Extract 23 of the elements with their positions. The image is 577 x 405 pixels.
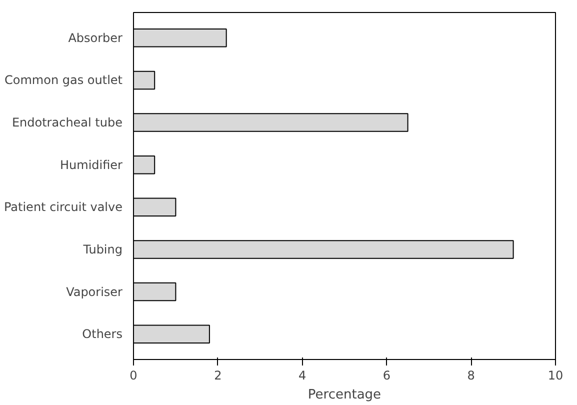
y-tick-label: Common gas outlet (4, 73, 123, 88)
x-tick-label: 4 (298, 368, 306, 382)
x-tick-label: 0 (130, 368, 138, 382)
y-tick-label: Tubing (82, 242, 123, 256)
bar (134, 155, 156, 174)
y-tick-label: Endotracheal tube (12, 116, 123, 130)
y-tick-label: Vaporiser (66, 284, 123, 299)
x-tick-label: 6 (382, 368, 391, 382)
bar (134, 70, 156, 90)
y-tick-label: Others (82, 327, 123, 342)
bar (134, 324, 210, 344)
bar (134, 28, 227, 48)
y-tick-label: Patient circuit valve (4, 200, 122, 214)
bar (134, 198, 176, 217)
y-tick-label: Humidifier (60, 158, 123, 172)
x-axis-title: Percentage (308, 388, 382, 402)
y-tick-label: Absorber (68, 30, 123, 45)
bar (134, 240, 514, 259)
x-tick-label: 8 (467, 368, 475, 382)
x-tick-label: 2 (214, 368, 222, 382)
bar (134, 282, 176, 302)
bar (134, 113, 408, 132)
x-tick-label: 10 (548, 368, 564, 382)
